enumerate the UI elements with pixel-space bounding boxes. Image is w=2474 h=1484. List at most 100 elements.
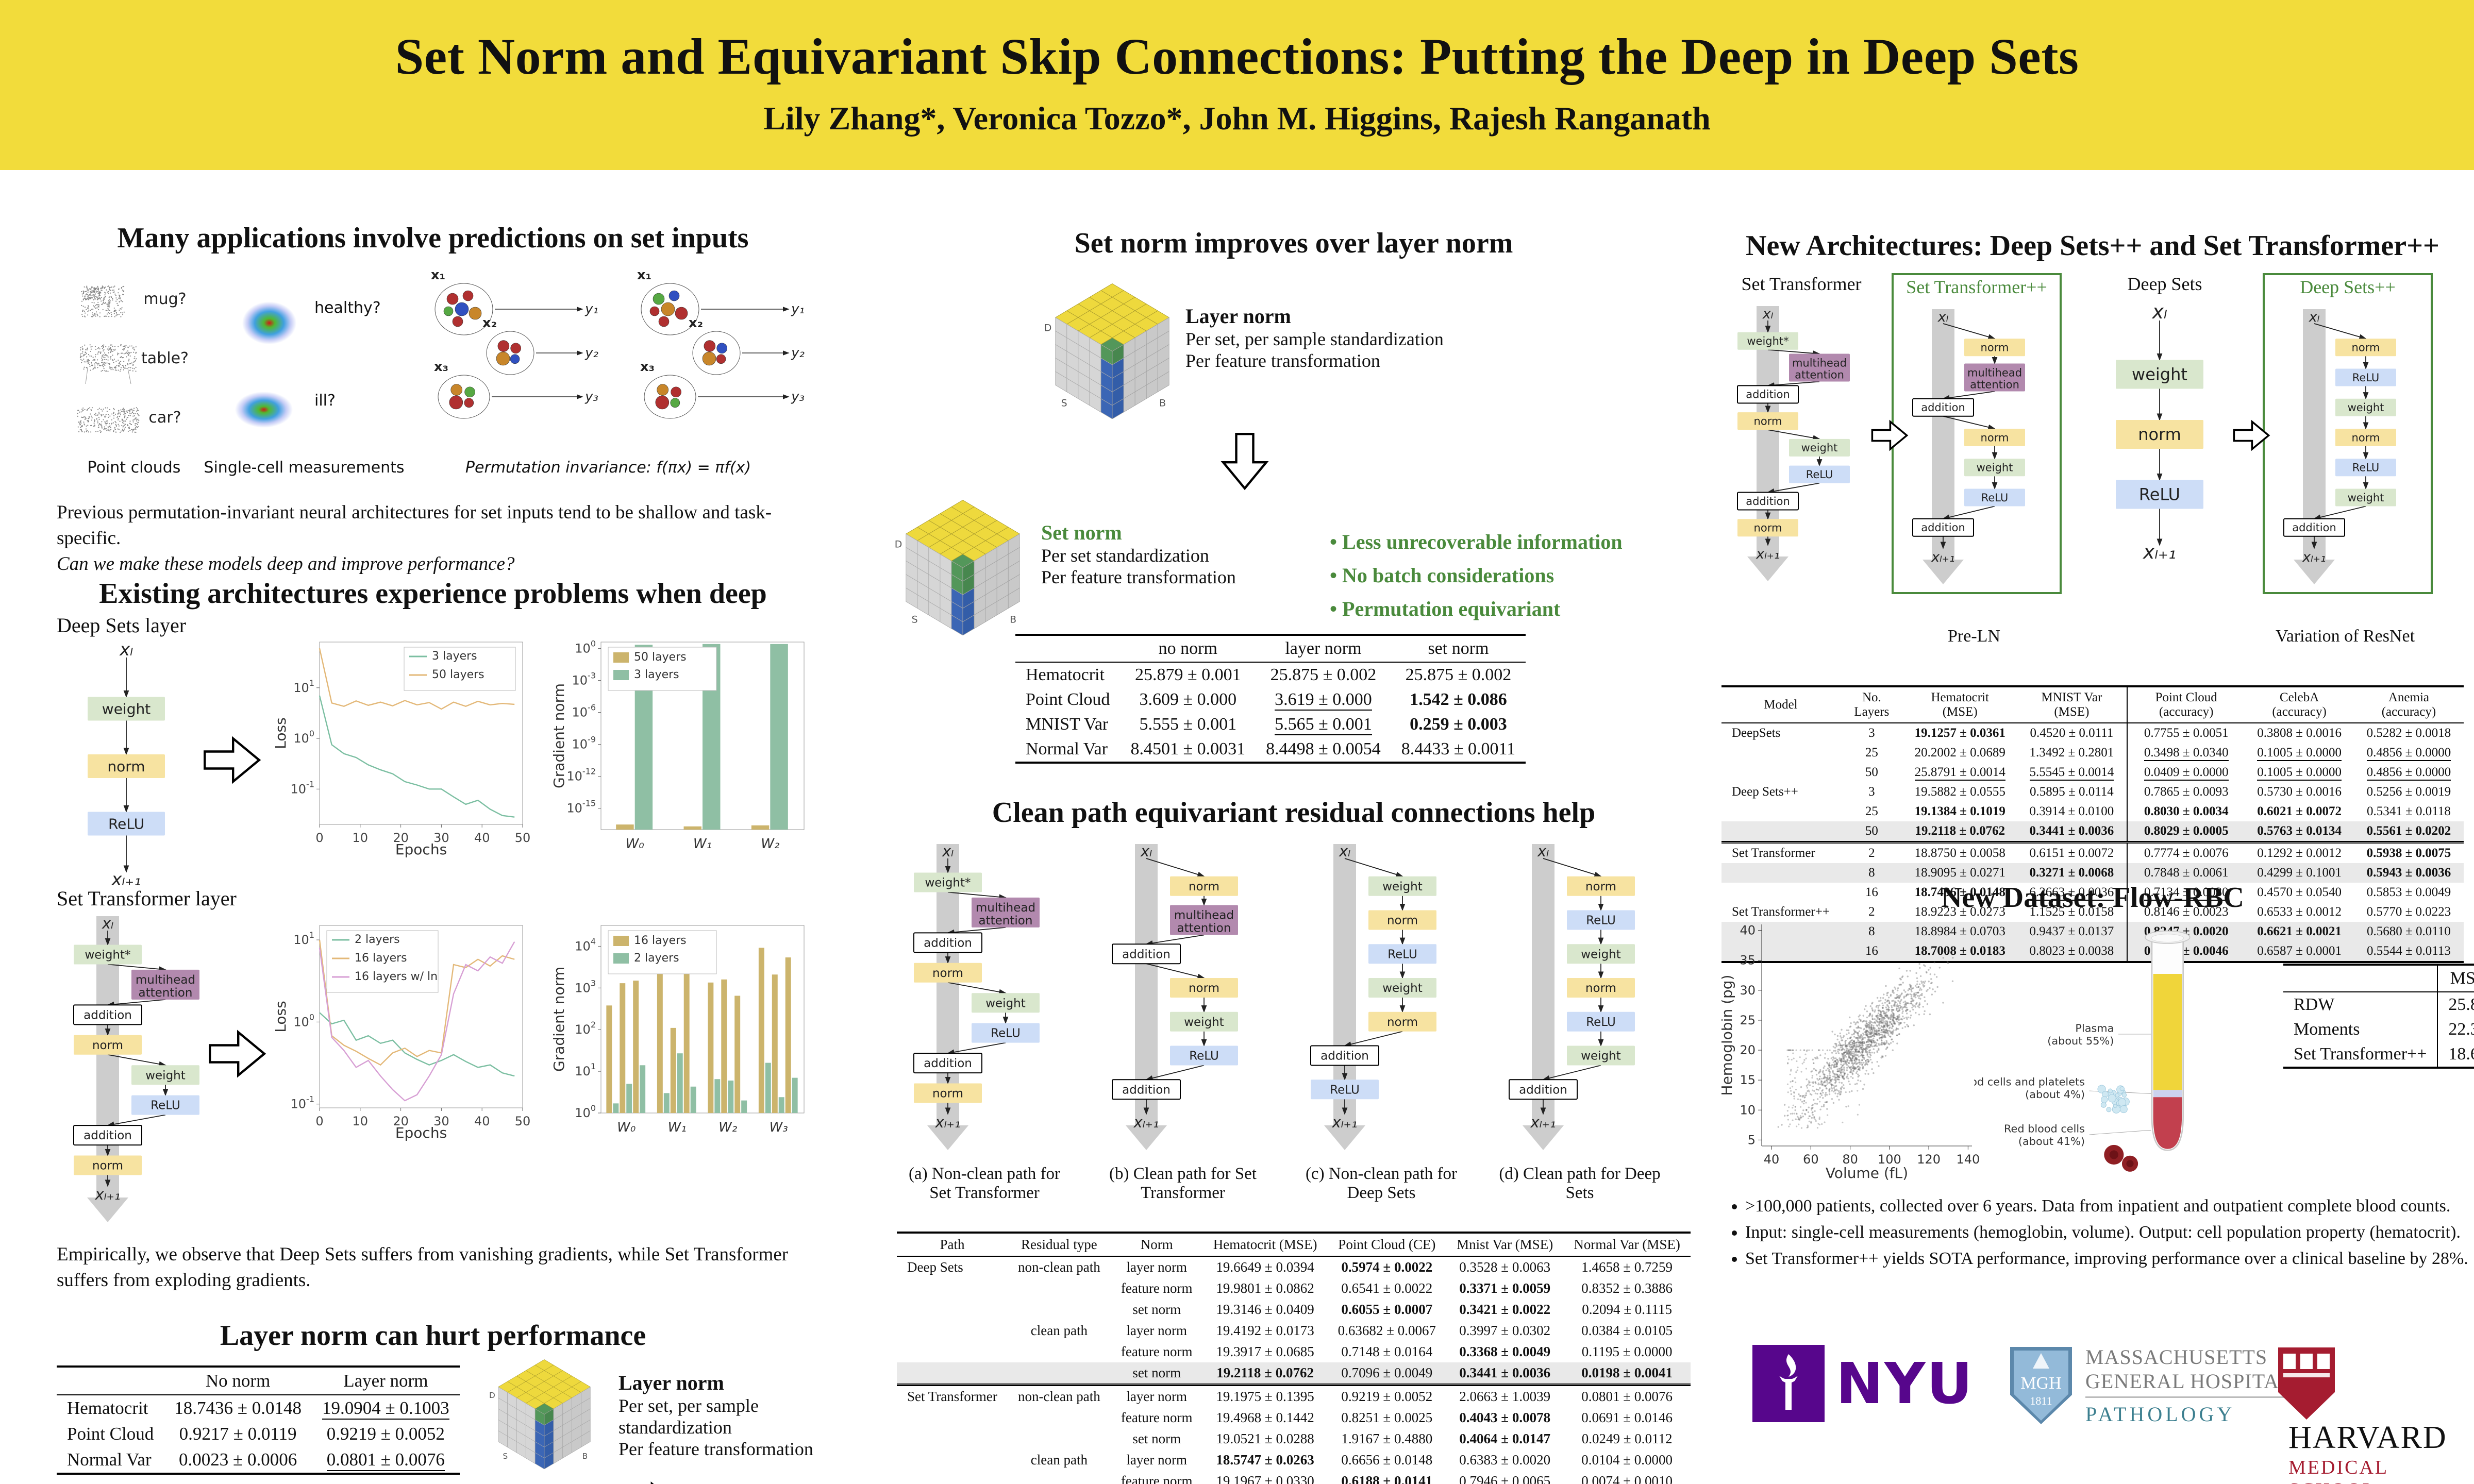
- permutation-invariance-figure: x₁ y₁ x₂ y₂ x₃ y₃ x₁ y₁ x₂ y₂ x₃ y₃: [392, 267, 809, 456]
- layer-norm-title: Layer norm: [618, 1371, 724, 1394]
- svg-text:ReLU: ReLU: [1388, 948, 1417, 961]
- set-transformer-arch-diagram: xₗ weight* multihead attention addition norm w…: [1721, 297, 1881, 588]
- deep-sets-pp-diagram: xₗ norm ReLU weight norm ReLU weight addition xₗ…: [2268, 300, 2428, 591]
- single-cell-figure: [227, 278, 304, 433]
- svg-text:weight: weight: [2348, 492, 2384, 504]
- table-cell: 0.3421 ± 0.0022: [1459, 1302, 1551, 1317]
- table-cell: 0.5544 ± 0.0113: [2367, 944, 2451, 958]
- table-cell: 25: [1865, 746, 1878, 760]
- svg-text:xₗ₊₁: xₗ₊₁: [2302, 549, 2326, 565]
- svg-text:norm: norm: [107, 758, 145, 775]
- svg-text:20: 20: [393, 1114, 409, 1128]
- table-cell: 19.1975 ± 0.1395: [1216, 1389, 1314, 1404]
- table-cell: 0.4570 ± 0.0540: [2257, 885, 2342, 899]
- layer-norm-line1: Per set, per sample standardization: [1185, 329, 1444, 349]
- table-cell: 19.0521 ± 0.0288: [1216, 1431, 1314, 1446]
- table-cell: 19.6649 ± 0.0394: [1216, 1259, 1314, 1275]
- table-cell: 8.4498 ± 0.0054: [1266, 739, 1381, 758]
- table-cell: 0.7848 ± 0.0061: [2144, 866, 2229, 880]
- set-transformer-pp-title: Set Transformer++: [1906, 277, 2047, 297]
- table-cell: 0.0104 ± 0.0000: [1581, 1452, 1673, 1468]
- table-cell: 19.4192 ± 0.0173: [1216, 1323, 1314, 1338]
- harvard-shield-icon: [2278, 1347, 2335, 1420]
- svg-text:S: S: [503, 1452, 508, 1461]
- table-cell: 18.7436 ± 0.0148: [174, 1398, 302, 1418]
- set-norm-line1: Per set standardization: [1041, 545, 1209, 566]
- clean-path-results-table: Path Residual type Norm Hematocrit (MSE) Poi…: [897, 1232, 1691, 1484]
- caption-single-cell: Single-cell measurements: [204, 459, 405, 477]
- svg-text:x₁: x₁: [431, 268, 445, 283]
- title-banner: Set Norm and Equivariant Skip Connection…: [0, 0, 2474, 170]
- norm-cube-sn: D S B: [895, 500, 1021, 636]
- table-cell: 5.555 ± 0.001: [1139, 715, 1237, 734]
- svg-text:10-9: 10-9: [572, 735, 596, 752]
- svg-text:xₗ₊₁: xₗ₊₁: [935, 1114, 961, 1131]
- svg-text:y₃: y₃: [791, 389, 805, 404]
- diagram-caption-b: (b) Clean path for Set Transformer: [1109, 1165, 1257, 1202]
- table-cell: 18.7436 ± 0.0148: [1914, 885, 2005, 899]
- svg-text:16 layers: 16 layers: [634, 934, 687, 947]
- table-row: Set Transformer non-clean path layer norm 1…: [897, 1384, 1691, 1407]
- norm-comparison-table: no norm layer norm set norm Hematocrit 25.87…: [1015, 634, 1526, 764]
- table-row: feature norm 19.4968 ± 0.1442 0.8251 ± 0.0…: [897, 1407, 1691, 1428]
- table-cell: 0.0198 ± 0.0041: [1581, 1365, 1673, 1380]
- st-loss-svg: 0 10 20 30 40 50 101 100 10-1 Epochs Loss 2 layers 1…: [272, 925, 530, 1141]
- svg-text:y₂: y₂: [584, 345, 598, 361]
- table-cell: 19.1967 ± 0.0330: [1216, 1473, 1314, 1484]
- table-cell: 0.6151 ± 0.0072: [2029, 846, 2114, 860]
- svg-text:xₗ: xₗ: [102, 915, 113, 932]
- table-cell: 0.8352 ± 0.3886: [1581, 1280, 1673, 1296]
- set-norm-benefits-list: Less unrecoverable information No batch …: [1330, 520, 1691, 630]
- svg-text:norm: norm: [1189, 982, 1219, 995]
- svg-text:W₀: W₀: [626, 836, 645, 852]
- col-header: Layer norm: [311, 1367, 460, 1395]
- table-cell: set norm: [1132, 1302, 1181, 1317]
- svg-text:norm: norm: [1585, 982, 1616, 995]
- svg-text:xₗ₊₁: xₗ₊₁: [1133, 1114, 1159, 1131]
- svg-text:xₗ: xₗ: [2309, 309, 2320, 325]
- svg-text:100: 100: [575, 1103, 596, 1120]
- svg-text:norm: norm: [932, 967, 963, 980]
- svg-text:ReLU: ReLU: [151, 1099, 180, 1112]
- svg-text:W₂: W₂: [718, 1120, 737, 1135]
- table-cell: 0.0801 ± 0.0076: [326, 1449, 445, 1471]
- bullet-item: Set Transformer++ yields SOTA performanc…: [1745, 1245, 2474, 1272]
- col-header: Norm: [1110, 1233, 1203, 1257]
- svg-text:attention: attention: [1177, 922, 1231, 935]
- svg-text:Loss: Loss: [273, 1001, 289, 1032]
- svg-text:weight: weight: [985, 997, 1026, 1010]
- svg-text:S: S: [1061, 397, 1067, 409]
- table-cell: 0.6383 ± 0.0020: [1459, 1452, 1551, 1468]
- point-cloud-sketches: mug? table? car?: [77, 285, 189, 433]
- table-cell: 19.1384 ± 0.1019: [1914, 804, 2005, 818]
- pre-ln-label: Pre-LN: [1948, 627, 2000, 646]
- hollow-right-arrow-icon: [204, 736, 261, 784]
- table-cell: 1.4658 ± 0.7259: [1581, 1259, 1673, 1275]
- layer-norm-definition: Layer norm Per set, per sample standardi…: [1185, 304, 1546, 372]
- bullet-item: >100,000 patients, collected over 6 year…: [1745, 1193, 2474, 1219]
- svg-text:50 layers: 50 layers: [634, 651, 687, 664]
- svg-text:attention: attention: [1970, 379, 2019, 391]
- col-header: [57, 1367, 164, 1395]
- table-cell: 0.3271 ± 0.0068: [2029, 866, 2114, 880]
- table-cell: 0.3498 ± 0.0340: [2144, 746, 2229, 761]
- table-cell: 0.6021 ± 0.0072: [2257, 804, 2342, 818]
- table-cell: 0.5770 ± 0.0223: [2366, 905, 2451, 919]
- table-cell: 0.4856 ± 0.0000: [2366, 746, 2451, 761]
- svg-text:10-3: 10-3: [572, 670, 596, 687]
- section-title-setnorm: Set norm improves over layer norm: [1074, 227, 1513, 259]
- table-cell: 0.3914 ± 0.0100: [2029, 804, 2114, 818]
- col-header: No. Layers: [1840, 686, 1903, 723]
- table-cell: 16: [1865, 885, 1878, 899]
- intro-line2: Can we make these models deep and improv…: [57, 553, 515, 575]
- svg-text:x₃: x₃: [640, 359, 655, 375]
- table-cell: 1.542 ± 0.086: [1410, 690, 1507, 709]
- norm-cube-ln: D S B: [489, 1359, 591, 1470]
- svg-text:50: 50: [515, 831, 531, 845]
- svg-text:norm: norm: [1585, 880, 1616, 893]
- table-cell: Hematocrit: [67, 1398, 148, 1418]
- table-row: 25 19.1384 ± 0.1019 0.3914 ± 0.0100 0.8030 …: [1721, 802, 2464, 821]
- svg-text:100: 100: [575, 638, 596, 655]
- set-norm-cube: D S B: [876, 495, 1049, 638]
